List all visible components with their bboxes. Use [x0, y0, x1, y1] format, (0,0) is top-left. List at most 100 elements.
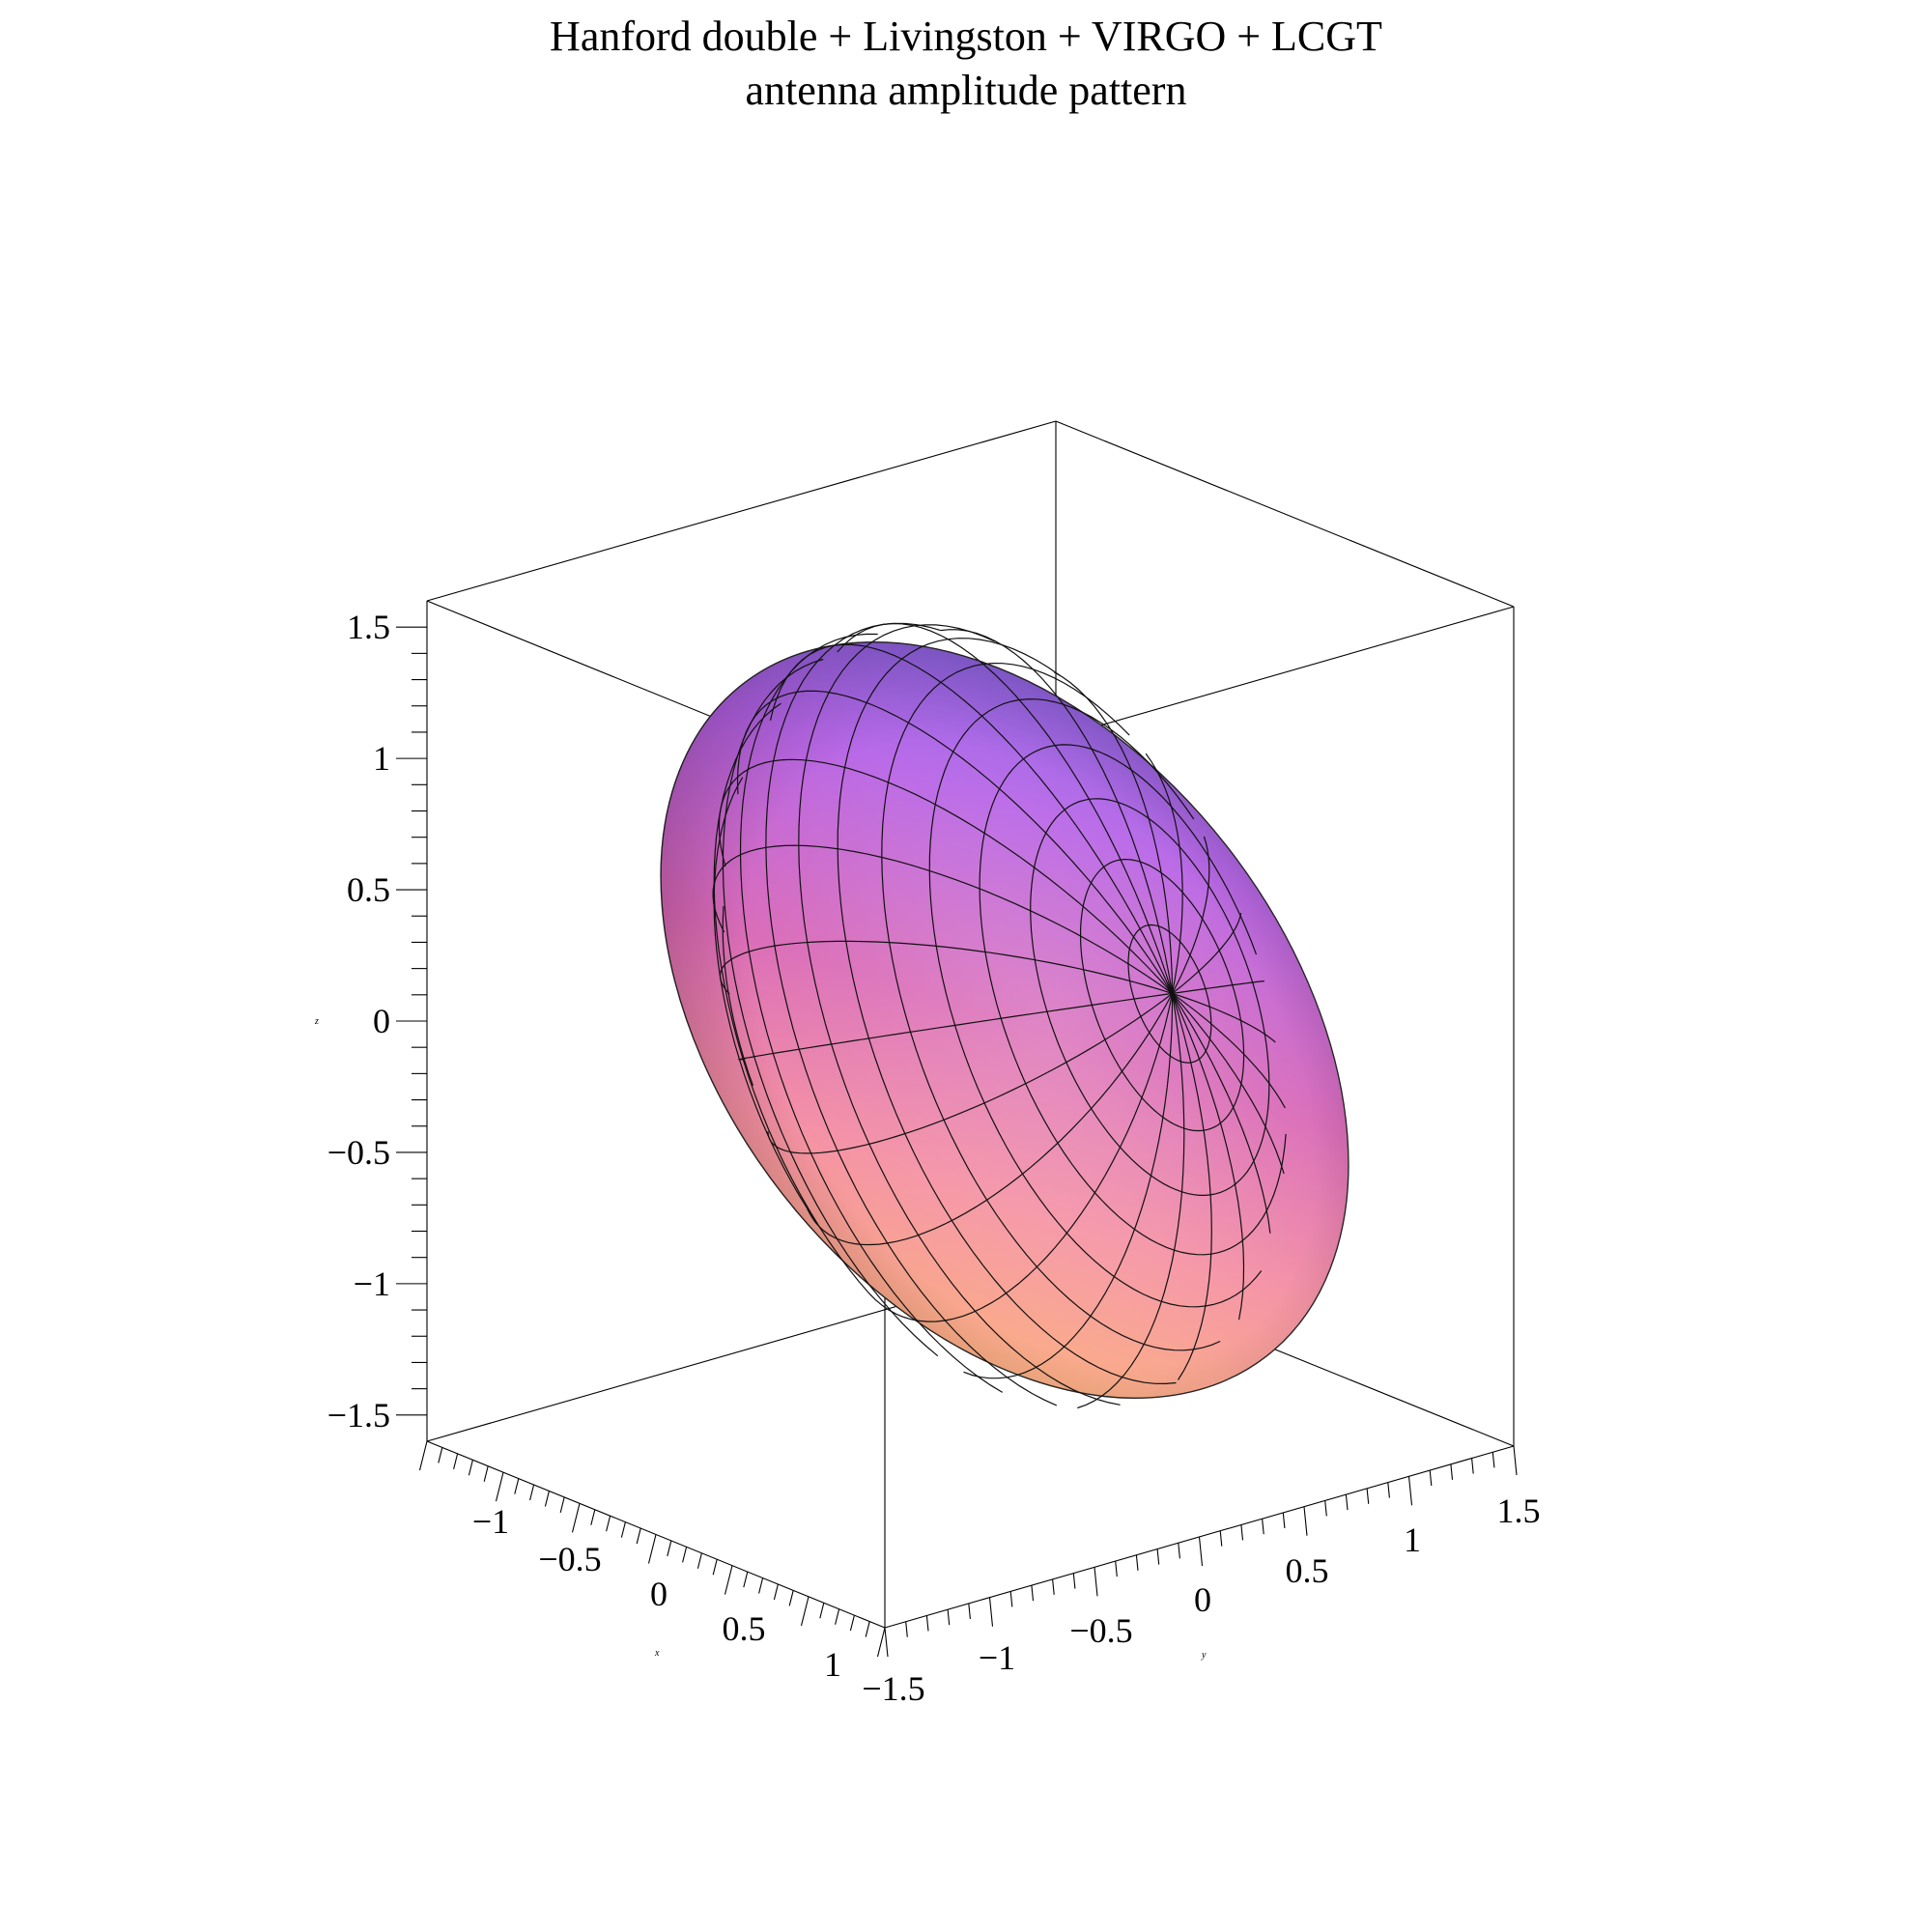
y-tick-minor	[1450, 1463, 1454, 1480]
x-tick-minor	[438, 1447, 443, 1463]
mesh-parallel	[1242, 1270, 1263, 1291]
box-edge	[1055, 420, 1515, 608]
z-tick-label: −1.5	[327, 1396, 390, 1435]
mesh-parallel	[722, 906, 754, 1087]
y-tick-minor	[1031, 1585, 1035, 1602]
y-tick-minor	[1429, 1470, 1433, 1487]
chart-subtitle: antenna amplitude pattern	[745, 67, 1187, 114]
x-tick-major	[647, 1534, 657, 1564]
x-tick-minor	[773, 1583, 779, 1601]
y-axis: −1 −0.5 0 0.5 1 1.5	[884, 1445, 1541, 1677]
y-tick-major	[1198, 1536, 1204, 1567]
y-tick-minor	[1240, 1524, 1244, 1541]
y-tick-minor	[1492, 1452, 1495, 1468]
x-tick-minor	[636, 1527, 641, 1545]
x-tick-minor	[514, 1478, 520, 1494]
y-tick-minor	[1262, 1519, 1264, 1535]
mesh-parallel	[739, 633, 1004, 1393]
mesh-parallel	[713, 777, 816, 1222]
y-tick-major	[1094, 1567, 1098, 1597]
x-tick-minor	[788, 1590, 794, 1606]
mesh-meridian	[767, 992, 1173, 1154]
x-tick-minor	[758, 1577, 764, 1594]
y-tick-label: −0.5	[1069, 1611, 1132, 1650]
y-tick-label: 1	[1404, 1520, 1421, 1559]
x-tick-minor	[544, 1491, 550, 1507]
mesh-meridian	[1171, 993, 1271, 1234]
y-tick-minor	[1324, 1500, 1327, 1517]
y-tick-major	[1303, 1506, 1308, 1536]
surface-ellipsoid	[660, 622, 1350, 1409]
y-tick-minor	[1345, 1494, 1349, 1511]
y-tick-minor	[1156, 1548, 1160, 1565]
mesh-parallel	[881, 662, 1221, 1351]
mesh-meridian	[963, 993, 1174, 1379]
y-tick-minor	[947, 1609, 951, 1626]
z-tick-label: 0	[373, 1002, 390, 1040]
mesh-meridian	[719, 940, 1173, 995]
x-tick-minor	[606, 1516, 611, 1532]
x-tick-major	[800, 1596, 810, 1626]
y-axis-name: y	[1201, 1650, 1207, 1661]
x-axis: −1 −0.5 0 0.5 1 −1.5	[418, 1440, 925, 1708]
x-tick-label: 1	[824, 1645, 841, 1684]
y-tick-minor	[1072, 1573, 1076, 1589]
mesh-meridian	[718, 758, 1173, 994]
x-tick-minor	[559, 1496, 565, 1514]
y-tick-label: 0	[1194, 1580, 1211, 1619]
x-tick-label: −1	[472, 1502, 509, 1541]
mesh-meridian	[1077, 993, 1185, 1409]
x-tick-label: −1.5	[862, 1669, 924, 1708]
box-edge	[426, 420, 1057, 602]
x-tick-label: 0	[650, 1575, 668, 1613]
axis-names: z x y	[314, 1016, 1207, 1661]
y-tick-label: 0.5	[1286, 1551, 1329, 1590]
y-tick-minor	[905, 1621, 908, 1637]
x-tick-minor	[835, 1608, 840, 1625]
x-tick-major	[418, 1440, 428, 1471]
y-tick-minor	[1135, 1554, 1139, 1571]
mesh-parallel	[1242, 1133, 1287, 1241]
y-tick-label: 1.5	[1497, 1492, 1541, 1530]
mesh-meridian	[712, 844, 1173, 994]
y-tick-major	[884, 1627, 889, 1658]
z-tick-label: 1	[373, 739, 390, 778]
z-tick-label: 1.5	[347, 608, 390, 646]
x-tick-minor	[667, 1540, 672, 1557]
z-axis: 1.5 1 0.5 0 −0.5 −1 −1.5	[327, 608, 427, 1435]
mesh-meridian	[1172, 992, 1286, 1109]
mesh-parallel	[1079, 858, 1245, 1132]
x-tick-minor	[865, 1621, 870, 1637]
y-tick-minor	[925, 1615, 929, 1632]
x-tick-minor	[453, 1453, 459, 1470]
x-tick-minor	[483, 1465, 489, 1482]
y-tick-minor	[1282, 1512, 1286, 1528]
x-tick-major	[876, 1627, 886, 1658]
mesh-meridian	[1172, 980, 1264, 994]
x-tick-major	[724, 1565, 733, 1595]
z-tick-label: −1	[354, 1264, 390, 1303]
y-tick-minor	[1366, 1488, 1370, 1504]
mesh-meridian	[1145, 753, 1183, 994]
x-tick-label: −0.5	[538, 1540, 601, 1578]
x-tick-label: 0.5	[723, 1609, 766, 1648]
mesh-meridian	[1172, 912, 1242, 994]
y-tick-major	[1513, 1445, 1518, 1476]
mesh-parallel	[837, 638, 1177, 1385]
x-tick-major	[571, 1503, 581, 1533]
mesh-meridian	[1172, 993, 1285, 1175]
y-tick-minor	[1115, 1561, 1118, 1577]
chart-title-block: Hanford double + Livingston + VIRGO + LC…	[0, 0, 1932, 118]
y-tick-label: −1	[979, 1638, 1015, 1677]
z-axis-name: z	[314, 1016, 319, 1027]
mesh-parallel	[765, 622, 1058, 1406]
x-tick-minor	[590, 1509, 596, 1525]
mesh-meridian	[737, 992, 1173, 1061]
x-axis-name: x	[654, 1648, 660, 1659]
x-tick-minor	[529, 1484, 535, 1501]
mesh-parallel	[722, 658, 939, 1357]
y-tick-minor	[1052, 1578, 1055, 1595]
x-tick-major	[495, 1472, 504, 1502]
z-tick-label: −0.5	[327, 1133, 390, 1172]
